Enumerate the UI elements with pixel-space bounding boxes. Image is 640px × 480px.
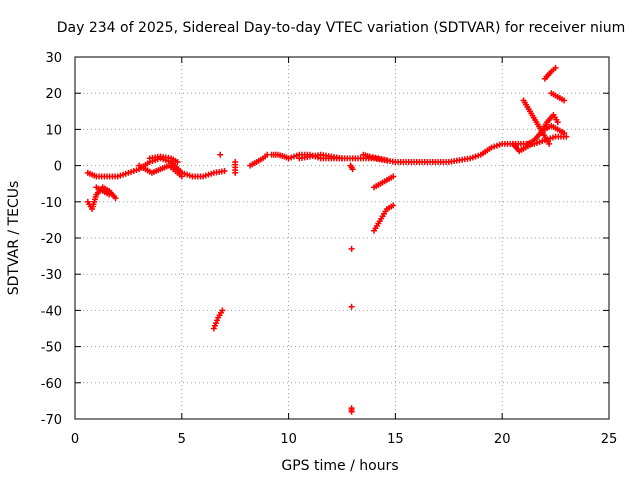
data-point — [106, 191, 113, 198]
y-tick-label: -10 — [41, 196, 62, 211]
data-point — [339, 155, 345, 162]
data-point — [349, 166, 356, 173]
data-point — [529, 140, 536, 147]
data-point — [561, 130, 568, 137]
data-point — [554, 119, 561, 126]
x-axis-label: GPS time / hours — [281, 458, 398, 474]
data-point — [383, 157, 390, 164]
data-point — [232, 169, 239, 176]
axis-ticks: 0 5 10 15 20 25 30 20 10 0 -10 -20 -30 -40 -50 -60 -70 — [41, 51, 618, 447]
y-tick-label: -50 — [41, 341, 62, 356]
x-tick-label: 20 — [494, 432, 511, 447]
data-point — [178, 173, 185, 180]
y-tick-label: 10 — [45, 123, 62, 138]
data-point — [390, 202, 397, 209]
data-point — [221, 168, 228, 175]
y-axis-label: SDTVAR / TECUs — [6, 181, 22, 296]
data-point — [563, 133, 570, 140]
data-point — [552, 64, 559, 71]
data-point — [219, 307, 226, 314]
y-tick-label: 30 — [45, 51, 62, 66]
x-tick-label: 15 — [387, 432, 404, 447]
y-tick-label: 20 — [45, 87, 62, 102]
y-tick-label: -30 — [41, 268, 62, 283]
x-tick-label: 5 — [178, 432, 186, 447]
data-point — [561, 97, 568, 104]
data-point — [348, 245, 355, 252]
data-point — [390, 173, 397, 180]
x-tick-label: 10 — [280, 432, 297, 447]
x-tick-label: 25 — [601, 432, 618, 447]
y-tick-label: -20 — [41, 232, 62, 247]
data-point — [112, 195, 119, 202]
data-point — [217, 151, 224, 158]
data-points — [84, 64, 570, 415]
y-tick-label: -40 — [41, 304, 62, 319]
x-tick-label: 0 — [71, 432, 79, 447]
data-point — [174, 158, 181, 165]
y-tick-label: -70 — [41, 413, 62, 428]
y-tick-label: 0 — [54, 160, 62, 175]
chart-title: Day 234 of 2025, Sidereal Day-to-day VTE… — [57, 20, 626, 36]
data-point — [348, 303, 355, 310]
y-tick-label: -60 — [41, 377, 62, 392]
data-point — [348, 408, 355, 415]
data-point — [546, 140, 553, 147]
